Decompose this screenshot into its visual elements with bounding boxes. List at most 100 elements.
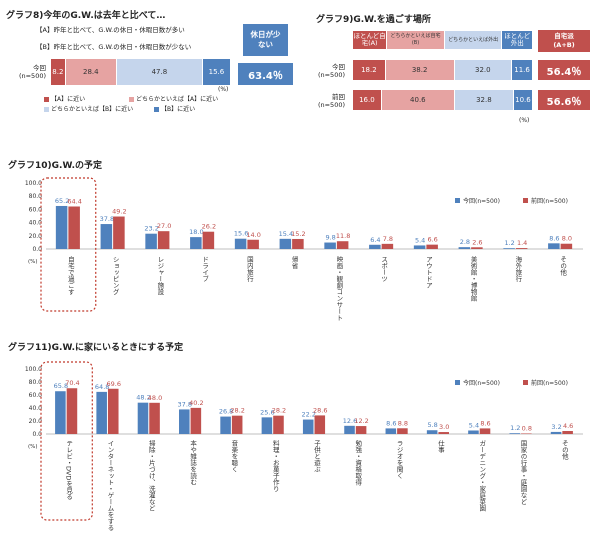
bar-current (145, 233, 157, 249)
graph8-desc-a: 【A】昨年と比べて、G.W.の休日・休暇日数が多い (36, 26, 185, 34)
graph9-segment: 11.6 (512, 60, 533, 80)
category-label: ドライブ (201, 256, 209, 282)
graph9-segment: 38.2 (385, 60, 455, 80)
graph11-chart: 100.0 80.0 60.0 40.0 20.0 0.0 (%) 65.870.4 テレビ・D… (25, 361, 583, 531)
category-label: 帰省 (290, 255, 298, 270)
data-label: 8.8 (398, 419, 408, 427)
data-label: 8.6 (549, 234, 559, 242)
bar-current (220, 416, 231, 434)
bar-previous (562, 431, 573, 434)
category-label: 映画・観劇コンサート (335, 255, 343, 321)
graph8-title: グラフ8)今年のG.W.は去年と比べて… (6, 11, 166, 21)
graph9-segment: 18.2 (353, 60, 386, 80)
unit-label: (%) (28, 259, 38, 265)
category-label: 子供と遊ぶ (313, 440, 321, 473)
category-label: 本や雑誌を読む (189, 439, 197, 486)
bar-current (96, 391, 107, 434)
category-label: ショッピング (111, 256, 119, 295)
legend-label: 【A】に近い (51, 96, 86, 103)
graph8-legend-item: 【A】に近い (44, 95, 85, 105)
data-label: 5.4 (469, 421, 479, 429)
graph8-box-value: 63.4％ (238, 63, 293, 85)
data-label: 1.2 (510, 424, 520, 432)
legend-label: どちらかといえば【B】に近い (51, 106, 134, 113)
data-label: 8.6 (480, 419, 490, 427)
data-label: 22.2 (301, 411, 315, 419)
bar-current (100, 224, 113, 249)
graph9-title: グラフ9)G.W.を過ごす場所 (316, 15, 431, 25)
data-label: 1.2 (504, 239, 514, 247)
graph9-header-cell: どちらかといえば外出 (444, 31, 502, 49)
graph9-header-cell: ほとんど自宅(A) (353, 31, 387, 49)
y-tick-label: 40.0 (29, 220, 43, 227)
graph9-box-header: 自宅派(A+B) (538, 30, 590, 52)
bar-previous (397, 428, 408, 434)
category-label: 美術館・博物館 (469, 255, 477, 303)
y-tick-label: 100.0 (25, 366, 42, 373)
legend-swatch (44, 107, 49, 112)
graph11-title: グラフ11)G.W.に家にいるときにする予定 (8, 343, 184, 353)
data-label: 3.2 (551, 423, 561, 431)
legend-swatch (523, 380, 528, 385)
data-label: 1.4 (517, 239, 527, 247)
data-label: 69.6 (107, 380, 121, 388)
legend-swatch (455, 198, 460, 203)
graph8-box-label: 休日が少ない (243, 24, 288, 56)
y-tick-label: 60.0 (29, 392, 43, 399)
graph9-segment: 16.0 (353, 90, 382, 110)
data-label: 6.4 (370, 236, 380, 244)
bar-current (137, 402, 149, 434)
legend-label: 今回(n=500) (463, 379, 500, 387)
graph8-stacked-bar: 8.2 28.4 47.8 15.6 (51, 59, 231, 85)
y-tick-label: 60.0 (29, 206, 43, 213)
legend-label: 前回(n=500) (531, 197, 568, 205)
graph9-header-cell: どちらかといえば自宅(B) (387, 31, 444, 49)
category-label: その他 (560, 440, 568, 461)
graph8-row-label: 今回 (33, 64, 46, 72)
graph9-total: 56.6％ (538, 90, 590, 110)
y-tick-label: 80.0 (29, 379, 43, 386)
legend-swatch (129, 97, 134, 102)
data-label: 15.2 (291, 230, 305, 238)
highlight-box (40, 361, 93, 521)
y-tick-label: 80.0 (29, 193, 43, 200)
category-label: 自宅で過ごす (66, 255, 74, 295)
graph10-title: グラフ10)G.W.の予定 (8, 161, 103, 171)
data-label: 4.6 (563, 422, 573, 430)
bar-current (385, 428, 397, 434)
data-label: 27.0 (157, 222, 171, 230)
bar-previous (157, 231, 170, 249)
bar-current (503, 248, 515, 249)
y-tick-label: 100.0 (25, 180, 42, 187)
unit-label: (%) (28, 444, 38, 450)
data-label: 70.4 (65, 379, 79, 387)
category-label: 掃除・片づけ、洗濯など (147, 439, 155, 512)
legend-label: 前回(n=500) (531, 379, 568, 387)
bar-previous (515, 248, 528, 249)
bar-current (426, 430, 438, 434)
bar-previous (68, 206, 80, 249)
data-label: 3.0 (439, 423, 449, 431)
data-label: 8.0 (562, 235, 572, 243)
data-label: 64.8 (95, 383, 109, 391)
category-label: レジャー施設 (156, 256, 164, 296)
data-label: 8.6 (386, 419, 396, 427)
data-label: 0.8 (522, 424, 532, 432)
graph9-unit: (%) (519, 117, 530, 124)
data-label: 64.4 (67, 197, 81, 205)
data-label: 5.4 (415, 236, 425, 244)
bar-current (55, 391, 66, 434)
bar-previous (381, 243, 394, 249)
category-label: インターネット・ゲームをする (106, 440, 114, 531)
bar-previous (521, 433, 532, 434)
graph9-segment: 32.8 (454, 90, 514, 110)
graph10-chart: 100.0 80.0 60.0 40.0 20.0 0.0 (%) 65.264.4 自宅で過ご… (25, 177, 583, 321)
data-label: 26.2 (202, 223, 216, 231)
bar-current (548, 243, 560, 249)
legend-label: 今回(n=500) (463, 197, 500, 205)
data-label: 37.8 (178, 400, 192, 408)
bar-previous (113, 216, 125, 249)
bar-previous (273, 415, 284, 434)
legend-label: 【B】に近い (161, 106, 196, 113)
data-label: 2.6 (472, 238, 482, 246)
